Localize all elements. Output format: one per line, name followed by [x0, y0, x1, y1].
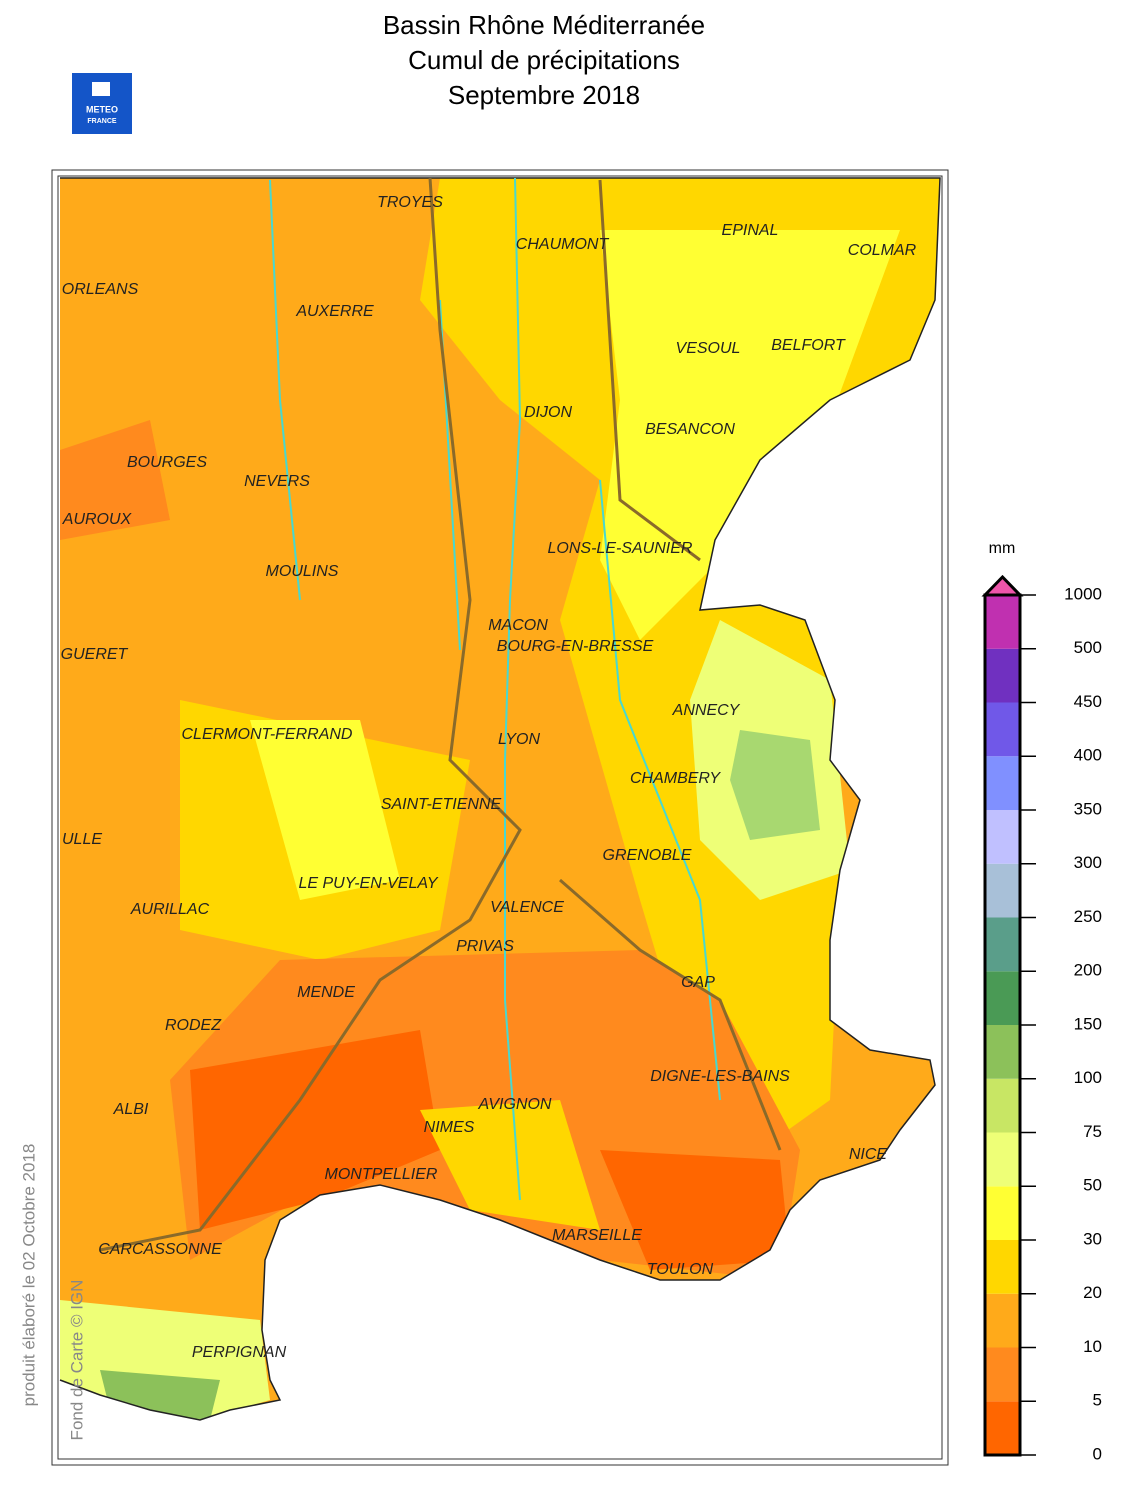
map-frame [51, 169, 949, 1466]
logo-icon [92, 82, 110, 96]
city-label: PRIVAS [456, 938, 514, 955]
legend-unit: mm [989, 540, 1016, 557]
logo-text: FRANCE [87, 118, 116, 125]
city-label: EPINAL [722, 222, 779, 239]
legend-swatch [985, 1240, 1020, 1294]
city-label: VALENCE [490, 899, 564, 916]
legend-swatch [985, 1347, 1020, 1402]
legend-tick-label: 350 [1074, 799, 1102, 818]
legend-tick-label: 50 [1083, 1176, 1102, 1195]
legend-swatch [985, 1401, 1020, 1455]
coastline [59, 177, 941, 1421]
legend-swatch [985, 971, 1020, 1025]
city-label: DIGNE-LES-BAINS [650, 1068, 790, 1085]
legend-swatch [985, 756, 1020, 810]
legend-swatch [985, 595, 1020, 649]
side-note: Fond de Carte © IGN [67, 1280, 86, 1441]
city-label: CLERMONT-FERRAND [182, 726, 353, 743]
city-label: AURILLAC [130, 901, 210, 918]
legend-tick-label: 250 [1074, 907, 1102, 926]
city-label: TROYES [377, 194, 443, 211]
legend-tick-label: 1000 [1064, 584, 1102, 603]
city-label: GAP [681, 974, 715, 991]
legend-swatch [985, 917, 1020, 972]
legend-swatch [985, 1293, 1020, 1348]
legend-swatch [985, 1132, 1020, 1187]
legend-swatch [985, 1025, 1020, 1079]
city-label: ULLE [62, 831, 102, 848]
city-label: MARSEILLE [552, 1227, 642, 1244]
legend-swatch [985, 648, 1020, 703]
legend-tick-label: 300 [1074, 853, 1102, 872]
city-label: MACON [488, 617, 548, 634]
legend-tick-label: 150 [1074, 1014, 1102, 1033]
city-label: CHAUMONT [516, 236, 610, 253]
legend-tick-label: 30 [1083, 1229, 1102, 1248]
city-label: BELFORT [771, 337, 846, 354]
title-line: Septembre 2018 [448, 80, 640, 110]
city-label: AUROUX [62, 511, 133, 528]
city-label: LE PUY-EN-VELAY [298, 875, 438, 892]
legend-tick-label: 100 [1074, 1068, 1102, 1087]
title: Bassin Rhône Méditerranée Cumul de précip… [383, 10, 705, 110]
city-label: LYON [498, 731, 541, 748]
map-fill [60, 178, 940, 1420]
city-label: NICE [849, 1146, 888, 1163]
legend-swatch [985, 1078, 1020, 1133]
city-label: CHAMBERY [630, 770, 721, 787]
city-label: COLMAR [848, 242, 917, 259]
legend-swatch [985, 810, 1020, 864]
logo-text: METEO [86, 104, 118, 114]
city-label: ORLEANS [62, 281, 139, 298]
basin-border [99, 177, 782, 1252]
city-label: MONTPELLIER [325, 1166, 438, 1183]
legend-tick-label: 5 [1093, 1391, 1102, 1410]
city-label: RODEZ [165, 1017, 222, 1034]
legend-tick-label: 450 [1074, 692, 1102, 711]
legend-swatch [985, 702, 1020, 757]
city-label: CARCASSONNE [98, 1241, 222, 1258]
city-label: VESOUL [676, 340, 741, 357]
city-label: AVIGNON [478, 1096, 552, 1113]
city-label: GUERET [61, 646, 129, 663]
city-label: SAINT-ETIENNE [381, 796, 502, 813]
city-label: DIJON [524, 404, 572, 421]
title-line: Cumul de précipitations [408, 45, 680, 75]
city-label: LONS-LE-SAUNIER [548, 540, 693, 557]
legend-tick-label: 400 [1074, 746, 1102, 765]
city-label: NEVERS [244, 473, 310, 490]
map-frame [57, 175, 943, 1460]
title-line: Bassin Rhône Méditerranée [383, 10, 705, 40]
legend-tick-label: 20 [1083, 1283, 1102, 1302]
city-label: MENDE [297, 984, 355, 1001]
city-label: BESANCON [645, 421, 735, 438]
city-label: BOURG-EN-BRESSE [497, 638, 654, 655]
side-note: produit élaboré le 02 Octobre 2018 [19, 1144, 38, 1407]
legend-tick-label: 10 [1083, 1337, 1102, 1356]
city-label: PERPIGNAN [192, 1344, 287, 1361]
city-label: MOULINS [266, 563, 339, 580]
legend-tick-label: 200 [1074, 961, 1102, 980]
legend-tick-label: 0 [1093, 1444, 1102, 1463]
legend-over-arrow [981, 574, 1024, 597]
river [269, 177, 721, 1201]
city-label: TOULON [647, 1261, 714, 1278]
city-label: BOURGES [127, 454, 207, 471]
city-label: AUXERRE [295, 303, 374, 320]
legend-tick-label: 75 [1083, 1122, 1102, 1141]
legend-swatch [985, 1186, 1020, 1240]
city-label: GRENOBLE [603, 847, 692, 864]
legend-tick-label: 500 [1074, 638, 1102, 657]
city-label: ALBI [113, 1101, 149, 1118]
city-label: ANNECY [672, 702, 741, 719]
city-label: NIMES [424, 1119, 475, 1136]
legend-swatch [985, 863, 1020, 918]
